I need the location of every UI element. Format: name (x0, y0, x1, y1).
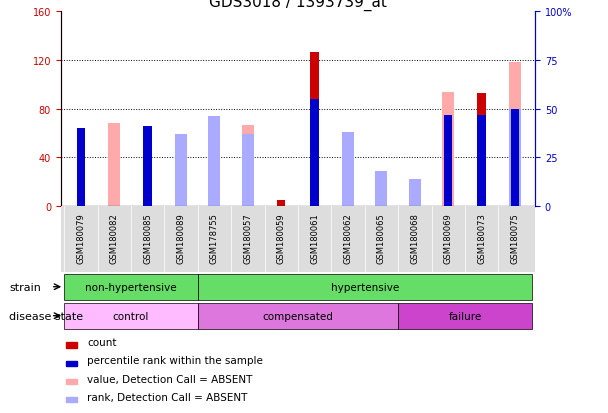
Bar (175, 135, 187, 206)
Text: GSM180089: GSM180089 (176, 213, 185, 264)
Text: GSM180079: GSM180079 (77, 213, 85, 264)
Bar (77, 140, 85, 206)
Bar (66, 397, 77, 402)
Bar (66, 361, 77, 366)
Text: GSM180069: GSM180069 (444, 213, 453, 264)
Text: control: control (112, 311, 149, 321)
Bar (410, 197, 419, 206)
Bar (342, 133, 354, 206)
Text: GSM180061: GSM180061 (310, 213, 319, 264)
Bar (209, 117, 221, 206)
Bar (242, 125, 254, 206)
Title: GDS3018 / 1393739_at: GDS3018 / 1393739_at (209, 0, 387, 11)
Text: non-hypertensive: non-hypertensive (85, 282, 177, 292)
Text: GSM178755: GSM178755 (210, 213, 219, 264)
Bar (477, 94, 486, 206)
Bar (66, 379, 77, 384)
Bar (477, 115, 486, 206)
Bar (444, 115, 452, 206)
Text: percentile rank within the sample: percentile rank within the sample (87, 356, 263, 366)
Bar (66, 342, 77, 348)
Bar (509, 63, 521, 206)
Text: rank, Detection Call = ABSENT: rank, Detection Call = ABSENT (87, 392, 247, 402)
Text: GSM180073: GSM180073 (477, 213, 486, 264)
Bar (64, 303, 198, 329)
Bar (375, 171, 387, 206)
Text: strain: strain (9, 282, 41, 292)
Bar (143, 127, 152, 206)
Bar (511, 109, 519, 206)
Bar (108, 124, 120, 206)
Text: value, Detection Call = ABSENT: value, Detection Call = ABSENT (87, 374, 252, 384)
Text: failure: failure (448, 311, 482, 321)
Bar (398, 303, 532, 329)
Text: compensated: compensated (263, 311, 333, 321)
Bar (175, 138, 187, 206)
Text: GSM180085: GSM180085 (143, 213, 152, 264)
Bar (342, 140, 354, 206)
Bar (277, 200, 285, 206)
Text: GSM180075: GSM180075 (511, 213, 519, 264)
Text: GSM180068: GSM180068 (410, 213, 420, 264)
Bar (242, 135, 254, 206)
Bar (311, 52, 319, 206)
Bar (64, 274, 198, 300)
Bar (143, 128, 152, 206)
Bar (198, 274, 532, 300)
Bar (311, 100, 319, 206)
Text: GSM180082: GSM180082 (109, 213, 119, 264)
Text: disease state: disease state (9, 311, 83, 321)
Bar (198, 303, 398, 329)
Text: GSM180057: GSM180057 (243, 213, 252, 264)
Bar (409, 179, 421, 206)
Text: count: count (87, 337, 116, 347)
Text: hypertensive: hypertensive (331, 282, 399, 292)
Text: GSM180059: GSM180059 (277, 213, 286, 263)
Bar (509, 109, 521, 206)
Bar (210, 200, 219, 206)
Bar (77, 129, 85, 206)
Text: GSM180065: GSM180065 (377, 213, 386, 264)
Text: GSM180062: GSM180062 (344, 213, 353, 264)
Bar (442, 93, 454, 206)
